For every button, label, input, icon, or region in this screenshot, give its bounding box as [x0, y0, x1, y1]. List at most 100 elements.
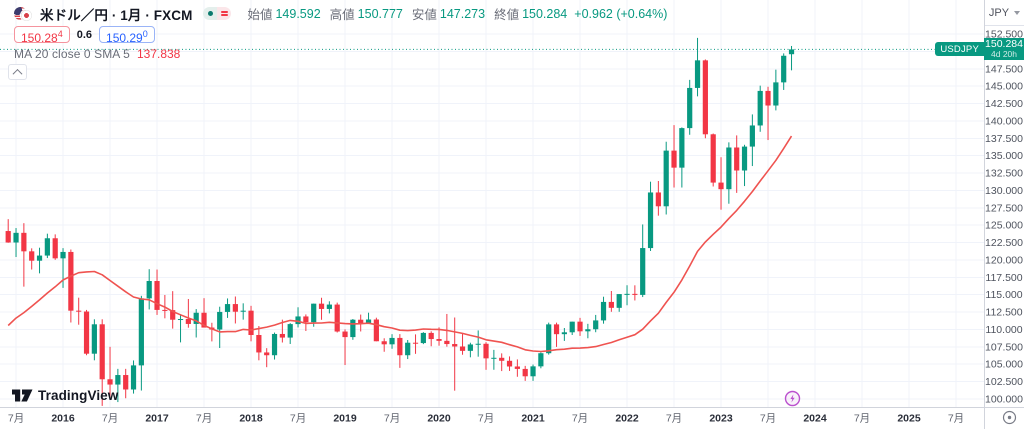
market-status-toggle[interactable] [203, 7, 232, 20]
candle-body [600, 301, 607, 321]
candle-body [452, 344, 458, 347]
price-tick-label: 145.000 [985, 81, 1023, 93]
candle-body [193, 312, 199, 324]
open-value: 149.592 [275, 6, 321, 21]
candle-body [107, 379, 113, 385]
candle-body [271, 333, 278, 356]
year-tick-label: 2019 [333, 413, 357, 425]
candle-body [546, 324, 552, 354]
price-tick-label: 135.000 [985, 150, 1023, 162]
candle-body [217, 311, 223, 330]
candle-body [757, 90, 763, 126]
candle-body [608, 301, 614, 308]
candle-body [256, 335, 262, 353]
candle-body [287, 324, 293, 338]
tradingview-mark-icon [12, 389, 33, 402]
bid-ask-row: 150.284 0.6 150.290 [14, 26, 667, 45]
low-label: 安値 [411, 8, 437, 22]
candle-body [522, 368, 528, 377]
candle-body [530, 366, 536, 377]
year-tick-label: 2018 [239, 413, 263, 425]
event-lightning-icon[interactable] [784, 390, 801, 407]
candle-body [350, 319, 356, 338]
candle-body [373, 319, 379, 342]
price-tick-label: 137.500 [985, 133, 1023, 145]
chart-legend: 米ドル／円 · 1月 · FXCM 始値 149.592 高値 150.777 安値… [8, 4, 667, 80]
candles-layer[interactable] [5, 37, 795, 406]
year-tick-label: 2020 [427, 413, 451, 425]
usdjpy-flag-icon [14, 6, 33, 22]
candle-body [412, 342, 419, 344]
bid-sup-digit: 4 [57, 29, 63, 39]
current-price-value: 150.284 [985, 38, 1023, 51]
candle-body [781, 55, 787, 83]
sell-bid-button[interactable]: 150.284 [14, 26, 70, 45]
high-value: 150.777 [357, 6, 403, 21]
year-tick-label: 2021 [521, 413, 545, 425]
currency-label: JPY [988, 6, 1010, 19]
candle-body [185, 319, 191, 324]
candle-body [734, 147, 740, 171]
candle-body [52, 238, 58, 259]
price-tick-label: 147.500 [985, 63, 1023, 75]
candle-body [687, 87, 693, 129]
low-value: 147.273 [439, 6, 486, 21]
candle-body [201, 312, 207, 328]
month-tick-label: 7月 [854, 413, 870, 425]
ma20-line[interactable] [7, 135, 793, 353]
legend-collapse-button[interactable] [8, 64, 27, 80]
current-price-label: 150.284 4d 20h [984, 38, 1024, 60]
candle-body [483, 343, 489, 359]
price-tick-label: 117.500 [985, 272, 1022, 284]
candle-body [44, 238, 50, 256]
candle-body [99, 324, 105, 380]
candle-body [718, 182, 724, 190]
price-tick-label: 105.000 [985, 359, 1023, 371]
year-tick-label: 2025 [897, 413, 921, 425]
candle-body [397, 337, 403, 356]
candle-body [475, 343, 481, 345]
month-tick-label: 7月 [948, 413, 964, 425]
candle-body [624, 293, 630, 295]
price-tick-label: 130.000 [985, 185, 1023, 197]
buy-ask-button[interactable]: 150.290 [99, 26, 155, 45]
candle-body [154, 281, 160, 310]
close-value: 150.284 [522, 6, 568, 21]
tradingview-logo[interactable]: TradingView [12, 388, 118, 403]
candle-body [318, 303, 325, 309]
ohlc-values: 始値 149.592 高値 150.777 安値 147.273 終値 150.284 … [247, 4, 667, 23]
candle-body [632, 293, 638, 295]
scroll-to-realtime-icon[interactable] [1002, 410, 1017, 425]
candle-body [491, 357, 497, 359]
candle-body [765, 90, 771, 106]
year-tick-label: 2023 [709, 413, 733, 425]
candle-body [459, 346, 466, 351]
candle-body [381, 341, 387, 345]
candle-body [365, 319, 372, 324]
candle-body [115, 375, 121, 385]
candle-body [436, 339, 442, 341]
price-tick-label: 100.000 [985, 393, 1023, 405]
chevron-up-icon [12, 68, 23, 79]
candle-body [342, 331, 348, 338]
candle-body [326, 304, 332, 309]
candle-body [91, 324, 97, 354]
symbol-price-tag: USDJPY [935, 42, 984, 56]
price-tick-label: 152.500 [985, 29, 1023, 41]
year-tick-label: 2024 [803, 413, 827, 425]
symbol-title[interactable]: 米ドル／円 · 1月 · FXCM [40, 7, 193, 23]
ma-indicator-row[interactable]: MA 20 close 0 SMA 5 137.838 [14, 47, 667, 61]
month-tick-label: 7月 [666, 413, 682, 425]
candle-body [569, 321, 575, 333]
month-tick-label: 7月 [384, 413, 400, 425]
candle-body [334, 304, 340, 332]
candle-body [585, 329, 591, 332]
candle-body [13, 232, 19, 243]
candle-body [640, 248, 646, 295]
currency-selector[interactable]: JPY [985, 0, 1024, 26]
month-tick-label: 7月 [8, 413, 24, 425]
year-tick-label: 2016 [51, 413, 75, 425]
